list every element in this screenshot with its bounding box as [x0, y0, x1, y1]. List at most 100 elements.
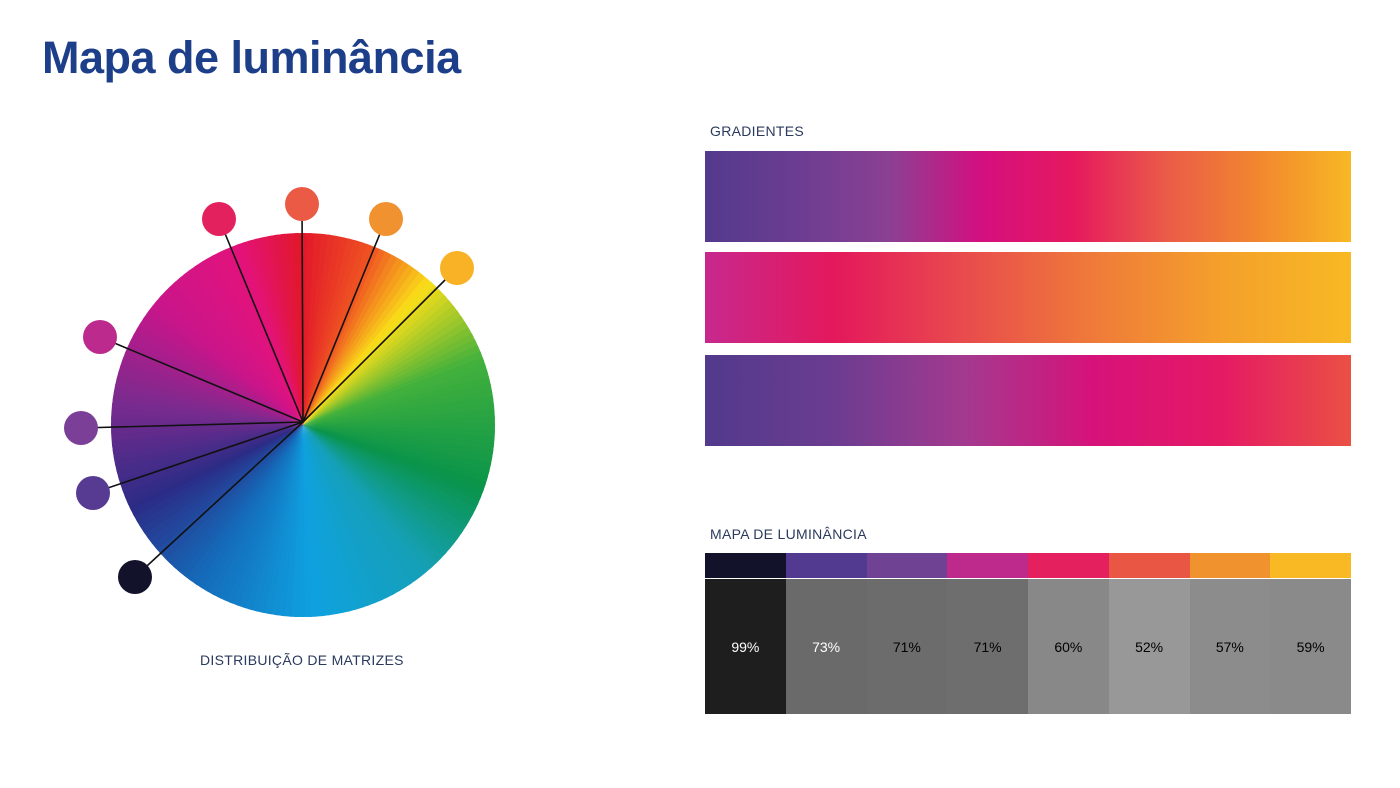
wheel-spoke — [301, 203, 304, 423]
luminance-value-cell: 60% — [1028, 579, 1109, 714]
wheel-segment — [128, 425, 303, 533]
luminance-value: 52% — [1135, 638, 1164, 655]
wheel-segment — [167, 425, 303, 580]
luminance-value: 71% — [973, 638, 1002, 655]
luminance-value-cell: 99% — [705, 579, 786, 714]
wheel-segment — [162, 274, 303, 425]
wheel-segment — [303, 425, 454, 566]
wheel-segment — [303, 300, 467, 425]
luminance-value: 59% — [1296, 638, 1325, 655]
luminance-value-cell: 59% — [1270, 579, 1351, 714]
wheel-spoke — [99, 336, 304, 423]
swatch-magenta — [83, 320, 117, 354]
swatch-dark-navy — [118, 560, 152, 594]
luminance-swatch — [947, 553, 1028, 578]
wheel-segment — [111, 425, 303, 448]
wheel-segment — [157, 425, 303, 571]
wheel-segment — [303, 425, 417, 596]
wheel-segment — [252, 233, 303, 425]
wheel-segment — [152, 284, 303, 425]
wheel-segment — [273, 233, 303, 425]
luminance-value: 99% — [731, 638, 760, 655]
wheel-segment — [245, 233, 303, 425]
luminance-label: MAPA DE LUMINÂNCIA — [710, 526, 867, 542]
wheel-segment — [183, 258, 303, 425]
wheel-caption: DISTRIBUIÇÃO DE MATRIZES — [200, 652, 404, 668]
wheel-segment — [303, 374, 495, 425]
wheel-segment — [148, 289, 303, 425]
luminance-swatch — [705, 553, 786, 578]
wheel-segment — [303, 367, 495, 425]
luminance-value-cell: 71% — [947, 579, 1028, 714]
wheel-segment — [132, 425, 303, 539]
swatch-purple — [64, 411, 98, 445]
wheel-segment — [195, 250, 303, 425]
luminance-swatch — [1108, 553, 1190, 578]
wheel-segment — [303, 425, 354, 617]
swatch-coral — [285, 187, 319, 221]
wheel-segment — [167, 270, 303, 425]
wheel-spoke — [92, 421, 304, 494]
wheel-spoke — [134, 421, 304, 578]
wheel-segment — [303, 425, 439, 580]
wheel-segment — [303, 289, 458, 425]
wheel-spoke — [302, 218, 387, 423]
luminance-value: 71% — [892, 638, 921, 655]
wheel-spokes — [80, 203, 458, 578]
swatch-deep-purple — [76, 476, 110, 510]
wheel-segment — [111, 425, 303, 469]
luminance-swatch — [1270, 553, 1351, 578]
wheel-segment — [303, 279, 449, 425]
wheel-spoke — [80, 421, 304, 429]
wheel-segment — [172, 425, 303, 584]
wheel-segment — [303, 425, 374, 616]
wheel-segment — [232, 234, 303, 425]
wheel-segment — [259, 233, 303, 425]
luminance-value-cell: 52% — [1108, 579, 1190, 714]
wheel-segment — [172, 266, 303, 425]
gradient-bar-3 — [705, 355, 1351, 446]
wheel-segment — [303, 402, 495, 425]
wheel-segment — [303, 294, 462, 425]
wheel-segment — [178, 261, 303, 425]
wheel-segment — [303, 425, 458, 561]
wheel-segment — [303, 425, 387, 612]
wheel-segment — [111, 425, 303, 462]
wheel-segment — [303, 395, 495, 425]
wheel-segment — [219, 238, 303, 425]
wheel-segment — [303, 311, 474, 425]
wheel-segment — [111, 425, 303, 489]
luminance-value: 60% — [1054, 638, 1083, 655]
wheel-segment — [303, 425, 444, 576]
wheel-segment — [303, 425, 405, 603]
wheel-segment — [207, 244, 303, 425]
wheel-segment — [303, 329, 484, 425]
wheel-segment — [303, 425, 434, 584]
wheel-segment — [303, 425, 347, 617]
wheel-segment — [111, 425, 303, 455]
wheel-segment — [303, 425, 367, 617]
wheel-segment — [303, 425, 462, 556]
wheel-segment — [303, 361, 495, 425]
gradient-bar-2 — [705, 252, 1351, 343]
wheel-segment — [303, 425, 380, 614]
wheel-segment — [303, 381, 495, 425]
luminance-table: 99% 73% 71% 71% 60% 52% 57% 59% — [705, 553, 1351, 714]
luminance-value-cell: 73% — [785, 579, 867, 714]
gradients-label: GRADIENTES — [710, 123, 805, 139]
wheel-segment — [303, 354, 494, 425]
luminance-swatch — [866, 553, 948, 578]
wheel-segment — [239, 233, 303, 425]
wheel-segment — [125, 425, 303, 527]
wheel-segment — [303, 335, 487, 425]
wheel-segment — [136, 425, 303, 545]
wheel-segment — [157, 279, 303, 425]
swatch-pink-red — [202, 202, 236, 236]
wheel-segment — [303, 341, 490, 425]
wheel-segment — [119, 425, 304, 515]
wheel-segment — [303, 388, 495, 425]
page-title: Mapa de luminância — [42, 32, 461, 83]
wheel-segment — [189, 254, 303, 425]
wheel-segment — [152, 425, 303, 566]
luminance-swatch — [1028, 553, 1109, 578]
